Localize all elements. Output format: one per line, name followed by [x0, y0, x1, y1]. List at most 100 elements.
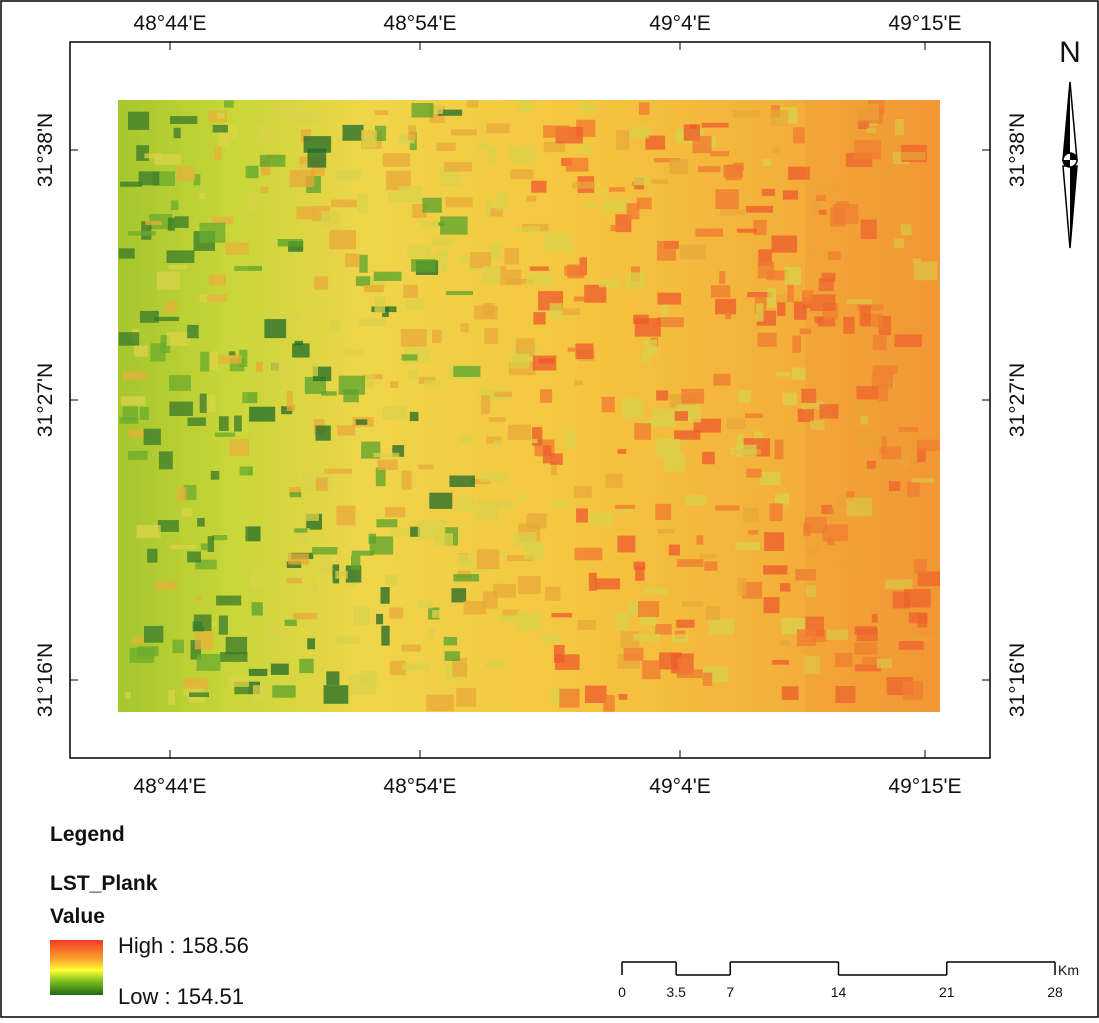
raster-patch: [400, 329, 427, 347]
raster-patch: [763, 597, 780, 614]
raster-patch: [337, 425, 356, 436]
raster-patch: [549, 303, 563, 320]
raster-patch: [517, 100, 533, 113]
raster-patch: [484, 661, 505, 669]
raster-patch: [625, 272, 645, 290]
legend-low: Low : 154.51: [118, 984, 244, 1009]
raster-patch: [255, 361, 263, 373]
raster-patch: [561, 308, 581, 316]
raster-patch: [384, 507, 406, 518]
raster-patch: [907, 481, 920, 497]
raster-patch: [264, 319, 287, 339]
raster-patch: [804, 655, 821, 675]
raster-patch: [846, 299, 873, 304]
raster-patch: [863, 468, 876, 474]
raster-patch: [482, 266, 501, 284]
raster-patch: [405, 298, 424, 310]
raster-patch: [326, 671, 340, 686]
raster-patch: [794, 305, 822, 314]
raster-patch: [196, 654, 221, 671]
raster-patch: [166, 250, 195, 263]
legend-high: High : 158.56: [118, 933, 249, 958]
raster-patch: [355, 419, 368, 425]
raster-patch: [638, 102, 650, 115]
raster-patch: [735, 542, 760, 550]
raster-patch: [767, 287, 776, 308]
raster-patch: [408, 369, 418, 380]
raster-patch: [866, 460, 876, 470]
raster-patch: [641, 352, 652, 363]
raster-patch: [811, 201, 820, 215]
raster-patch: [440, 166, 461, 187]
raster-patch: [124, 692, 131, 699]
raster-patch: [411, 103, 434, 118]
raster-patch: [737, 577, 747, 596]
raster-patch: [170, 116, 198, 124]
raster-patch: [911, 636, 936, 641]
raster-patch: [390, 381, 399, 388]
raster-patch: [696, 535, 704, 545]
scale-label: 3.5: [666, 984, 686, 1000]
raster-patch: [409, 411, 419, 422]
raster-patch: [143, 428, 161, 445]
raster-patch: [154, 316, 180, 322]
raster-patch: [172, 639, 184, 654]
raster-patch: [381, 625, 390, 646]
raster-patch: [470, 567, 495, 573]
raster-patch: [912, 258, 921, 263]
raster-patch: [846, 497, 872, 517]
raster-patch: [158, 520, 179, 532]
raster-patch: [746, 468, 762, 478]
raster-patch: [542, 445, 552, 464]
raster-patch: [437, 109, 463, 116]
raster-patch: [657, 317, 684, 328]
raster-patch: [900, 224, 912, 236]
raster-patch: [668, 544, 680, 556]
raster-patch: [456, 687, 477, 707]
raster-patch: [622, 507, 630, 514]
raster-patch: [815, 183, 841, 192]
raster-patch: [663, 453, 685, 472]
raster-patch: [212, 535, 228, 541]
raster-patch: [853, 401, 868, 420]
raster-patch: [708, 619, 735, 635]
raster-patch: [478, 143, 491, 150]
raster-patch: [689, 124, 697, 129]
raster-patch: [657, 240, 677, 261]
raster-patch: [299, 658, 314, 674]
raster-patch: [307, 148, 327, 168]
raster-patch: [436, 248, 448, 258]
raster-patch: [402, 663, 429, 671]
raster-patch: [500, 266, 507, 271]
raster-patch: [199, 192, 206, 200]
raster-patch: [319, 556, 332, 574]
raster-patch: [312, 547, 338, 555]
raster-patch: [917, 447, 926, 463]
raster-patch: [446, 291, 474, 295]
raster-patch: [872, 335, 887, 351]
raster-patch: [633, 633, 660, 642]
raster-patch: [605, 473, 623, 488]
raster-patch: [538, 358, 555, 364]
raster-patch: [766, 294, 789, 305]
raster-patch: [174, 216, 189, 228]
raster-tile-left: [118, 100, 248, 712]
raster-patch: [676, 619, 695, 628]
raster-patch: [655, 503, 672, 520]
raster-patch: [526, 273, 554, 286]
raster-patch: [510, 169, 534, 180]
raster-patch: [692, 135, 712, 154]
raster-patch: [188, 693, 206, 703]
raster-patch: [888, 481, 901, 491]
raster-patch: [835, 686, 856, 704]
raster-patch: [154, 154, 181, 165]
raster-patch: [335, 570, 348, 579]
raster-patch: [257, 124, 273, 142]
right-coord-label: 31°38'N: [1006, 113, 1029, 187]
raster-patch: [307, 638, 315, 650]
lst-raster: [118, 100, 940, 712]
arrow-center-shade: [1063, 153, 1077, 167]
raster-patch: [755, 303, 764, 322]
raster-patch: [279, 315, 302, 321]
raster-patch: [353, 605, 370, 626]
